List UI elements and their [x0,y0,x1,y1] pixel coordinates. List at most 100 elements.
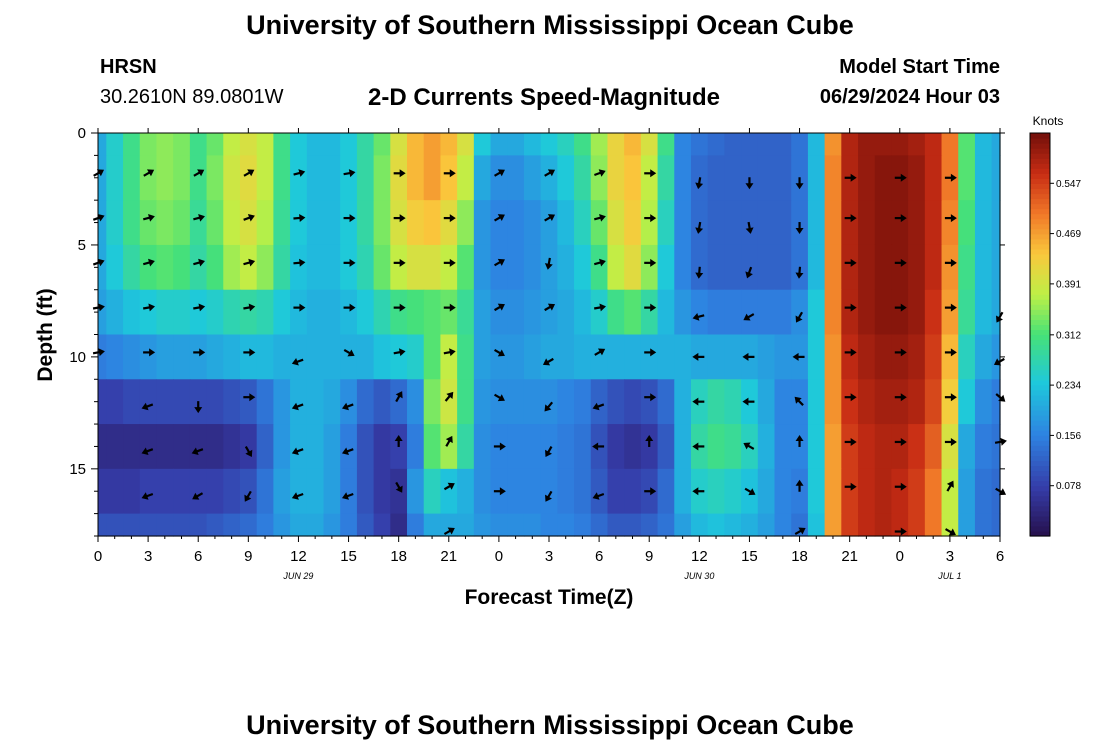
colorbar-segment [1030,525,1050,532]
heatmap-cell [306,468,325,515]
heatmap-cell [189,155,208,201]
heatmap-cell [123,468,141,515]
current-arrow [544,214,556,222]
heatmap-cell [891,289,909,336]
heatmap-cell [958,200,976,246]
heatmap-cell [440,289,458,336]
heatmap-cell [206,155,224,201]
colorbar-segment [1030,334,1050,341]
current-arrow [443,303,456,312]
heatmap-cell [457,468,475,515]
heatmap-cell [807,155,826,201]
x-tick-label: 9 [645,548,653,565]
heatmap-cell [390,244,408,291]
current-arrow [644,169,657,178]
heatmap-cell [607,468,625,515]
heatmap-cell [189,468,208,515]
heatmap-cell [407,513,425,537]
current-arrow [142,258,155,267]
heatmap-cell [891,424,909,470]
colorbar-segment [1030,505,1050,512]
colorbar-segment [1030,430,1050,436]
heatmap-cell [858,289,876,336]
current-arrow [894,173,907,182]
current-arrow [744,487,756,496]
heatmap-cell [306,244,325,291]
heatmap-cell [908,513,926,537]
current-arrow [844,303,857,312]
heatmap-cell [757,244,776,291]
date-label: JUN 30 [683,571,714,581]
heatmap-cell [574,155,592,201]
current-arrow [644,214,657,223]
heatmap-cell [707,468,725,515]
colorbar-segment [1030,304,1050,310]
current-arrow [743,313,755,321]
heatmap-cell [891,334,909,380]
heatmap-cell [273,244,291,291]
heatmap-cell [156,155,174,201]
heatmap-cell [624,468,642,515]
colorbar-tick-label: 0.391 [1056,279,1081,290]
current-arrow [243,169,255,177]
heatmap-cell [139,200,158,246]
y-tick-label: 5 [78,237,86,254]
heatmap-cell [440,155,458,201]
heatmap-cell [206,200,224,246]
heatmap-cell [958,379,976,425]
colorbar-segment [1030,465,1050,472]
heatmap-cell [323,424,341,470]
y-tick-label: 15 [69,461,86,478]
heatmap-cell [440,244,458,291]
colorbar-segment [1030,203,1050,210]
model-start-label: Model Start Time [839,56,1000,78]
heatmap-cell [874,424,893,470]
heatmap-cell [607,379,625,425]
x-tick-label: 3 [144,548,152,565]
heatmap-cell [390,200,408,246]
heatmap-cell [340,200,358,246]
heatmap-cell [841,424,859,470]
heatmap-cell [924,379,943,425]
heatmap-cell [807,133,826,156]
x-tick-label: 21 [841,548,858,565]
heatmap-cell [306,289,325,336]
colorbar-label: Knots [1033,114,1064,128]
heatmap-cell [774,513,792,537]
current-arrow [944,437,957,446]
colorbar-segment [1030,294,1050,300]
heatmap-cell [239,289,258,336]
heatmap-cell [290,289,308,336]
heatmap-cell [974,200,993,246]
current-arrow [593,213,606,222]
current-arrow [494,169,505,177]
heatmap-cell [590,513,609,537]
current-arrow [343,348,355,357]
current-arrow [192,492,204,500]
heatmap-cell [206,468,224,515]
heatmap-cell [223,379,241,425]
heatmap-cell [924,200,943,246]
current-arrow [92,348,105,357]
heatmap-cell [473,155,492,201]
heatmap-cell [991,289,1001,336]
heatmap-cell [223,424,241,470]
current-arrow [193,258,205,267]
heatmap-cell [323,334,341,380]
heatmap-cell [173,468,191,515]
footer-title: University of Southern Mississippi Ocean… [246,710,854,740]
heatmap-cell [306,424,325,470]
heatmap-cell [674,244,692,291]
current-arrow [695,221,704,234]
heatmap-cell [908,468,926,515]
heatmap-cell [390,334,408,380]
heatmap-cell [891,133,909,156]
heatmap-cell [273,468,291,515]
heatmap-cell [239,513,258,537]
x-tick-label: 18 [791,548,808,565]
colorbar-segment [1030,349,1050,356]
current-arrow [193,348,206,357]
current-arrow [494,214,505,222]
heatmap-cell [323,155,341,201]
heatmap-cell [807,200,826,246]
